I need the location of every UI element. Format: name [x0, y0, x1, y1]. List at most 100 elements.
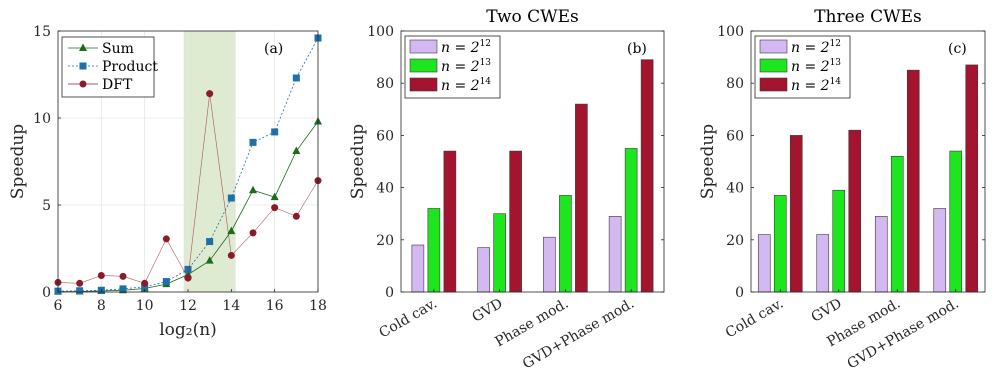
legend-exponent: 13 — [830, 58, 842, 68]
bar — [874, 216, 888, 293]
bar — [965, 64, 979, 293]
panel-label: (c) — [948, 41, 967, 57]
data-point-dft — [97, 271, 105, 279]
legend-box — [61, 36, 155, 98]
chart-title: Three CWEs — [814, 7, 922, 27]
data-point-product — [292, 74, 300, 82]
legend-exponent: 12 — [480, 39, 491, 49]
data-point-product — [119, 285, 127, 293]
legend-swatch — [409, 58, 438, 73]
bar — [509, 150, 522, 293]
legend: n = 212 n = 213 n = 214 — [754, 35, 851, 99]
bar — [832, 189, 846, 293]
bar — [906, 69, 920, 293]
bar — [411, 244, 425, 293]
bar — [624, 148, 638, 293]
legend-label: Sum — [102, 41, 134, 57]
plot-frame — [750, 30, 986, 293]
legend-marker — [79, 80, 87, 88]
y-tick-label: 40 — [376, 181, 394, 197]
y-tick-label: 80 — [376, 76, 394, 92]
data-point-product — [184, 265, 192, 273]
bar — [640, 59, 654, 293]
bar — [608, 216, 622, 293]
data-point-sum — [205, 256, 214, 264]
legend-exponent: 13 — [480, 58, 492, 68]
legend-exponent: 12 — [830, 39, 841, 49]
chart-title: Two CWEs — [486, 7, 579, 27]
panel-label: (b) — [627, 41, 647, 57]
highlight-region — [183, 31, 236, 292]
legend-exponent: 14 — [830, 77, 842, 87]
legend-label: n = 213 — [441, 58, 491, 75]
y-tick-label: 20 — [726, 233, 744, 249]
legend-swatch — [409, 77, 438, 92]
bar — [773, 195, 787, 293]
data-point-sum — [292, 146, 301, 155]
legend-marker — [79, 62, 87, 70]
bar — [949, 150, 963, 293]
bar — [427, 208, 441, 293]
data-point-dft — [271, 204, 279, 212]
category-label: GVD — [809, 296, 845, 326]
bar — [789, 135, 803, 293]
legend-label: n = 212 — [791, 39, 841, 56]
data-point-dft — [184, 274, 192, 282]
y-tick-label: 100 — [367, 24, 394, 40]
data-point-dft — [76, 279, 84, 287]
bar — [559, 195, 572, 293]
data-point-dft — [141, 279, 149, 287]
y-tick-label: 0 — [385, 285, 394, 301]
bar — [543, 236, 556, 293]
bar — [848, 129, 862, 293]
legend-label: n = 213 — [791, 58, 841, 75]
data-point-dft — [162, 235, 170, 243]
y-tick-label: 0 — [735, 285, 744, 301]
legend-label: n = 214 — [791, 77, 841, 94]
data-point-product — [271, 128, 279, 136]
legend-swatch — [759, 39, 788, 54]
x-tick-label: 6 — [54, 298, 63, 314]
y-tick-label: 80 — [726, 76, 744, 92]
data-point-dft — [227, 251, 235, 259]
y-tick-label: 20 — [376, 233, 394, 249]
x-tick-label: 8 — [97, 298, 106, 314]
legend-label: n = 214 — [441, 77, 491, 94]
y-tick-label: 0 — [42, 285, 51, 301]
legend-a: Sum Product DFT — [61, 36, 158, 98]
y-axis-label: Speedup — [348, 124, 368, 199]
legend-swatch — [409, 39, 438, 54]
data-point-product — [162, 278, 170, 286]
bar — [477, 247, 490, 293]
bar — [493, 213, 506, 293]
data-point-sum — [249, 185, 257, 194]
data-point-product — [206, 238, 214, 246]
y-tick-label: 60 — [376, 128, 394, 144]
data-point-product — [227, 194, 235, 202]
category-label: Cold cav. — [377, 296, 440, 342]
legend-swatch — [759, 77, 788, 92]
data-point-dft — [119, 272, 127, 280]
bar — [757, 234, 771, 293]
legend-label: DFT — [102, 77, 133, 93]
x-tick-label: 10 — [136, 298, 154, 314]
category-label: GVD+Phase mod. — [845, 296, 962, 373]
y-tick-label: 10 — [33, 111, 51, 127]
legend: n = 212 n = 213 n = 214 — [404, 35, 501, 99]
data-point-product — [249, 138, 257, 146]
category-label: GVD — [469, 296, 505, 326]
category-label: GVD+Phase mod. — [520, 296, 637, 373]
bar — [443, 150, 457, 293]
legend-label: Product — [102, 59, 158, 75]
bar — [816, 234, 830, 293]
bar — [575, 103, 588, 293]
data-point-dft — [206, 90, 214, 98]
y-axis-label: Speedup — [698, 124, 718, 199]
y-tick-label: 60 — [726, 128, 744, 144]
bar — [933, 208, 947, 293]
legend-swatch — [759, 58, 788, 73]
x-tick-label: 12 — [179, 298, 197, 314]
